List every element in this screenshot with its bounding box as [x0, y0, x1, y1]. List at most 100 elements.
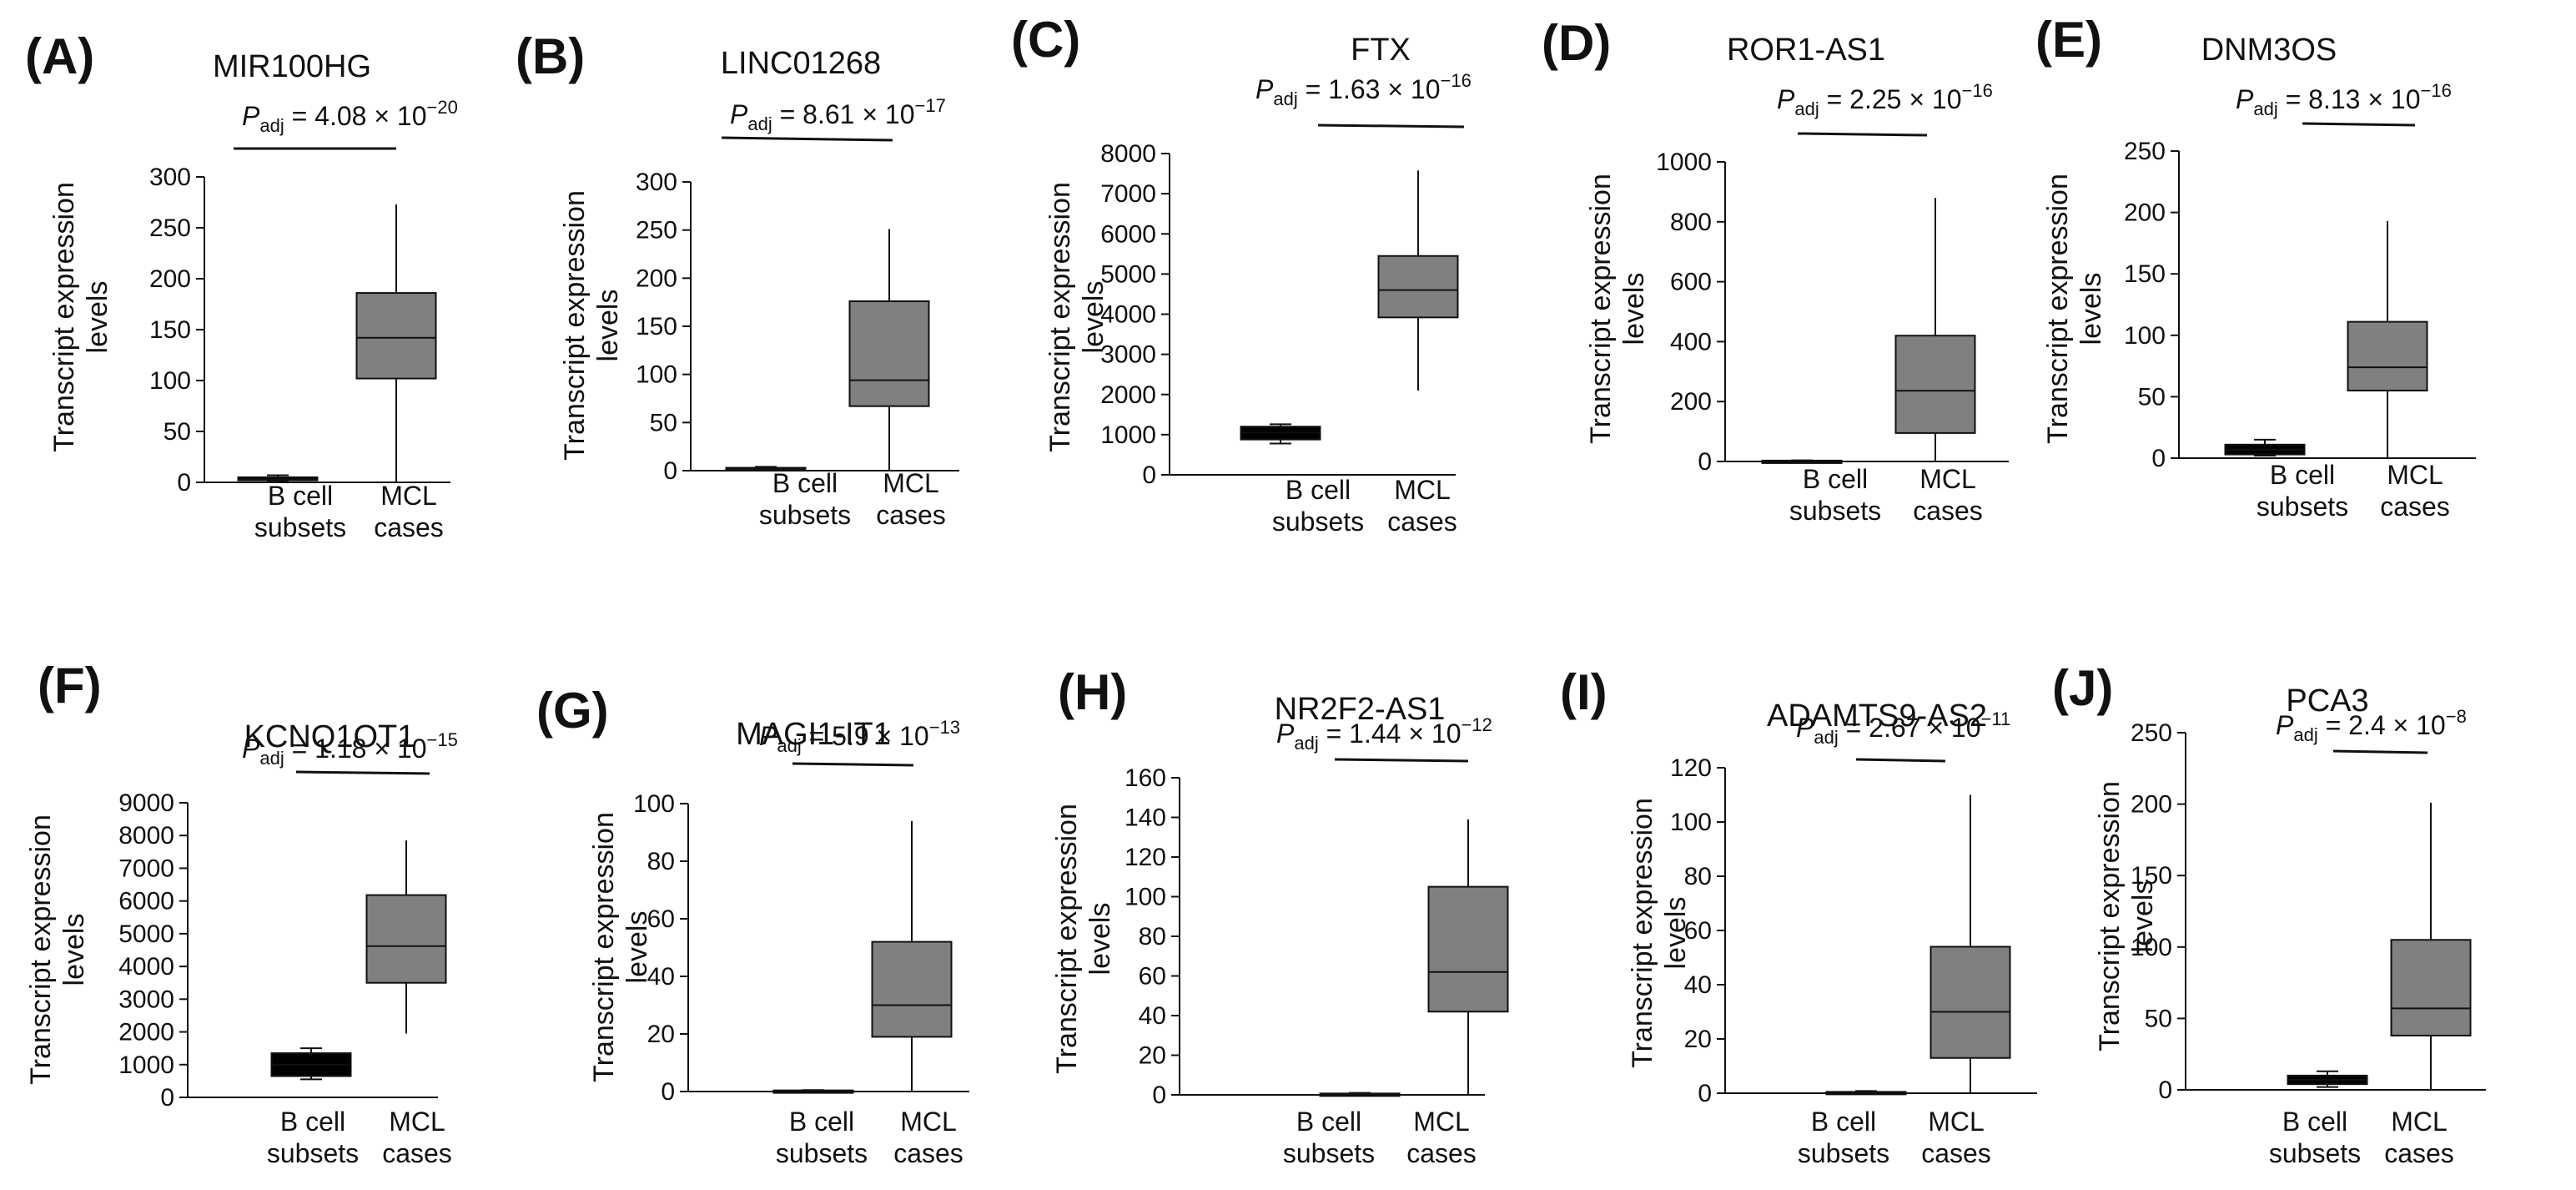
p-adj-label: Padj = 8.61 × 10−17 [730, 95, 946, 134]
y-axis-label: Transcript expressionlevels [2042, 174, 2107, 444]
y-tick-label: 100 [633, 790, 675, 818]
y-tick-label: 150 [2124, 260, 2166, 288]
category-label-bcell: B cell subsets [254, 481, 346, 542]
chart-title: MIR100HG [213, 49, 371, 84]
y-tick-label: 9000 [118, 789, 174, 817]
box-mcl-cases [365, 894, 447, 984]
y-tick-label: 150 [2131, 862, 2172, 890]
y-tick-label: 120 [1670, 754, 1712, 782]
y-tick-label: 8000 [1100, 140, 1156, 168]
significance-bar [721, 136, 893, 142]
p-adj-label: Padj = 8.13 × 10−16 [2236, 80, 2452, 119]
category-label-mcl: MCL cases [1921, 1107, 1991, 1168]
panel-letter: (C) [1011, 12, 1080, 68]
y-tick-label: 0 [2158, 1077, 2172, 1104]
y-tick-label: 800 [1670, 209, 1712, 236]
y-tick-label: 20 [1684, 1026, 1712, 1053]
y-tick-label: 100 [2124, 322, 2166, 350]
y-tick-label: 200 [2124, 199, 2166, 227]
y-tick-label: 300 [636, 169, 677, 196]
chart-title: KCNQ1OT1 [244, 719, 415, 754]
p-adj-label: Padj = 1.18 × 10−15 [242, 729, 458, 769]
y-axis-label: Transcript expressionlevels [25, 814, 90, 1085]
category-label-mcl: MCL cases [2384, 1107, 2454, 1168]
box-mcl-cases [848, 300, 930, 407]
y-tick-label: 4000 [1100, 301, 1156, 329]
y-tick-label: 6000 [1100, 220, 1156, 248]
y-axis-label: Transcript expressionlevels [2094, 781, 2159, 1051]
panel-a: (A) MIR100HG Padj = 4.08 × 10−20 0 50 100 150 2… [25, 28, 458, 542]
category-label-bcell: B cell subsets [1283, 1107, 1375, 1168]
y-tick-label: 3000 [1100, 341, 1156, 369]
y-tick-label: 1000 [118, 1051, 174, 1079]
y-tick-label: 200 [149, 265, 191, 293]
panel-e: (E) DNM3OS Padj = 8.13 × 10−16 0 50 100 150 200… [2035, 12, 2476, 522]
y-tick-label: 0 [663, 457, 677, 485]
y-tick-label: 160 [1124, 764, 1166, 792]
significance-bar [2302, 122, 2416, 127]
y-tick-label: 5000 [1100, 260, 1156, 288]
p-adj-label: Padj = 2.67 × 10−11 [1796, 708, 2010, 748]
category-label-mcl: MCL cases [1406, 1107, 1477, 1168]
y-tick-label: 0 [177, 469, 191, 497]
y-tick-label: 0 [1698, 1080, 1712, 1107]
category-label-bcell: B cell subsets [267, 1107, 359, 1168]
y-tick-label: 2000 [1100, 381, 1156, 409]
box-mcl-cases [871, 940, 953, 1038]
y-tick-label: 100 [636, 361, 677, 389]
p-adj-label: Padj = 1.44 × 10−12 [1276, 714, 1492, 754]
category-label-bcell: B cell subsets [1272, 475, 1364, 537]
category-label-bcell: B cell subsets [2269, 1107, 2361, 1168]
y-tick-label: 60 [647, 905, 675, 933]
significance-bar [295, 770, 430, 775]
y-tick-label: 7000 [1100, 180, 1156, 208]
category-label-bcell: B cell subsets [1798, 1107, 1889, 1168]
y-tick-label: 0 [1698, 448, 1712, 476]
significance-bar [1334, 758, 1469, 763]
box-mcl-cases [2347, 320, 2428, 392]
panel-letter: (B) [516, 28, 585, 84]
y-tick-label: 80 [1139, 923, 1166, 950]
panel-b: (B) LINC01268 Padj = 8.61 × 10−17 0 50 100 150… [516, 28, 959, 530]
y-tick-label: 140 [1124, 804, 1166, 832]
y-tick-label: 100 [149, 367, 191, 395]
box-mcl-cases [1894, 335, 1976, 434]
box-mcl-cases [1377, 255, 1459, 319]
significance-bar [2332, 749, 2428, 754]
y-tick-label: 80 [1684, 863, 1712, 890]
y-tick-label: 200 [636, 265, 677, 292]
y-tick-label: 200 [2131, 791, 2172, 819]
y-tick-label: 60 [1684, 917, 1712, 945]
y-tick-label: 40 [647, 963, 675, 991]
y-tick-label: 6000 [118, 888, 174, 915]
y-axis-label: Transcript expressionlevels [559, 190, 624, 461]
y-tick-label: 0 [661, 1078, 675, 1106]
y-tick-label: 1000 [1100, 421, 1156, 449]
y-axis-label: Transcript expressionlevels [1044, 182, 1109, 452]
chart-title: LINC01268 [721, 46, 881, 81]
y-tick-label: 8000 [118, 822, 174, 850]
y-axis-label: Transcript expressionlevels [48, 182, 113, 452]
y-tick-label: 250 [149, 214, 191, 242]
y-tick-label: 50 [650, 409, 677, 436]
category-label-mcl: MCL cases [893, 1107, 963, 1168]
category-label-mcl: MCL cases [1387, 475, 1457, 537]
p-adj-label: Padj = 2.4 × 10−8 [2276, 706, 2467, 745]
category-label-mcl: MCL cases [876, 468, 946, 530]
category-label-mcl: MCL cases [2380, 460, 2450, 522]
significance-bar [1855, 758, 1946, 763]
y-tick-label: 100 [1670, 809, 1712, 836]
y-axis-label: Transcript expressionlevels [1627, 798, 1692, 1068]
y-tick-label: 40 [1684, 971, 1712, 999]
y-tick-label: 300 [149, 164, 191, 191]
y-tick-label: 0 [160, 1084, 174, 1112]
p-adj-label: Padj = 2.25 × 10−16 [1777, 80, 1993, 119]
panel-d: (D) ROR1-AS1 Padj = 2.25 × 10−16 0 200 400 600… [1542, 15, 2009, 526]
y-tick-label: 150 [636, 313, 677, 340]
y-tick-label: 5000 [118, 920, 174, 948]
category-label-bcell: B cell subsets [2257, 460, 2348, 522]
chart-title: ROR1-AS1 [1727, 33, 1885, 68]
y-tick-label: 600 [1670, 269, 1712, 296]
